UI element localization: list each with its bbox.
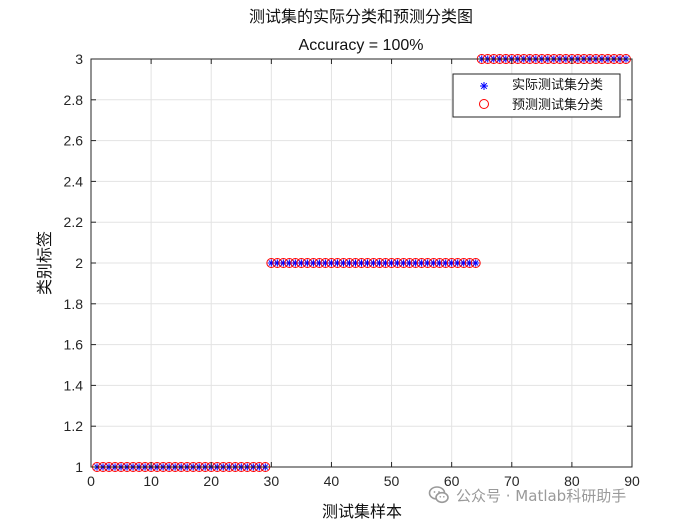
x-tick-label: 90 bbox=[624, 473, 640, 489]
x-tick-label: 0 bbox=[87, 473, 95, 489]
predicted-point bbox=[470, 258, 481, 268]
y-tick-label: 2 bbox=[75, 255, 83, 271]
y-tick-label: 1.2 bbox=[64, 418, 84, 434]
ticks: 0 10 20 30 40 50 60 70 80 90 1 1.2 1.4 1.6 1.8 2 2.2 2.4 2… bbox=[64, 51, 640, 489]
x-tick-label: 80 bbox=[564, 473, 580, 489]
wechat-icon bbox=[428, 486, 449, 504]
legend-label-predicted: 预测测试集分类 bbox=[512, 97, 603, 113]
x-axis-label: 测试集样本 bbox=[322, 502, 402, 521]
chart-subtitle: Accuracy = 100% bbox=[299, 37, 424, 54]
legend-box bbox=[452, 73, 621, 118]
x-tick-label: 50 bbox=[384, 473, 400, 489]
y-tick-label: 2.6 bbox=[64, 133, 84, 149]
y-tick-label: 1.4 bbox=[64, 377, 84, 393]
x-tick-label: 10 bbox=[143, 473, 159, 489]
y-tick-label: 1.6 bbox=[64, 337, 84, 353]
y-tick-label: 2.8 bbox=[64, 92, 84, 108]
watermark: 公众号 · Matlab科研助手 bbox=[428, 484, 626, 506]
x-tick-label: 30 bbox=[264, 473, 280, 489]
y-tick-label: 3 bbox=[75, 51, 83, 67]
legend-asterisk bbox=[480, 82, 488, 90]
legend: 实际测试集分类 预测测试集分类 bbox=[452, 73, 621, 118]
y-axis-label: 类别标签 bbox=[35, 231, 54, 295]
legend-label-actual: 实际测试集分类 bbox=[512, 77, 603, 93]
x-tick-label: 40 bbox=[324, 473, 340, 489]
y-tick-label: 1.8 bbox=[64, 296, 84, 312]
y-tick-label: 1 bbox=[75, 459, 83, 475]
y-tick-label: 2.4 bbox=[64, 173, 84, 189]
legend-circle-marker bbox=[479, 99, 489, 109]
chart-title: 测试集的实际分类和预测分类图 bbox=[249, 7, 473, 26]
x-tick-label: 20 bbox=[203, 473, 219, 489]
y-tick-label: 2.2 bbox=[64, 214, 84, 230]
x-tick-label: 70 bbox=[504, 473, 520, 489]
legend-asterisk-marker bbox=[480, 82, 488, 90]
watermark-text: 公众号 · Matlab科研助手 bbox=[456, 486, 627, 505]
x-tick-label: 60 bbox=[444, 473, 460, 489]
actual-point bbox=[472, 259, 480, 267]
